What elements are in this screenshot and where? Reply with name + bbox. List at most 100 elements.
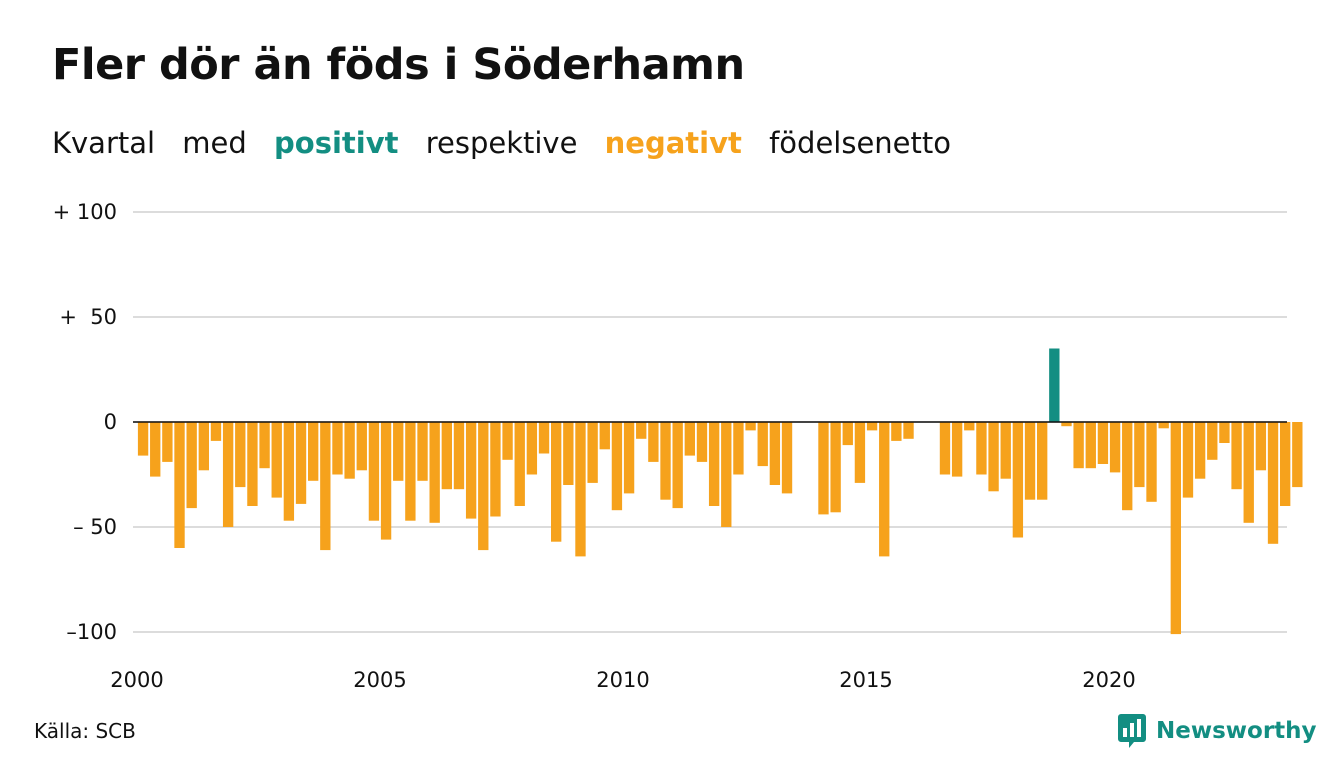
bar bbox=[1267, 422, 1279, 544]
y-tick-label: –100 bbox=[66, 620, 117, 644]
subtitle-negative-label: negativt bbox=[604, 126, 742, 160]
subtitle-positive-label: positivt bbox=[274, 126, 399, 160]
bar bbox=[648, 422, 659, 462]
bar bbox=[174, 422, 185, 548]
bar bbox=[1280, 422, 1291, 506]
bar bbox=[405, 422, 416, 521]
bar bbox=[344, 422, 355, 479]
bar bbox=[490, 422, 501, 517]
bar bbox=[781, 422, 793, 494]
bar bbox=[1097, 422, 1109, 464]
y-tick-label: – 50 bbox=[73, 515, 117, 539]
bar bbox=[210, 422, 222, 441]
bar bbox=[939, 422, 951, 475]
bar bbox=[1012, 422, 1024, 538]
x-tick-label: 2015 bbox=[839, 668, 892, 692]
bar bbox=[150, 422, 161, 477]
bar bbox=[976, 422, 987, 475]
x-tick-label: 2020 bbox=[1082, 668, 1135, 692]
bar bbox=[660, 422, 671, 500]
subtitle-word-fodelsenetto: födelsenetto bbox=[769, 126, 951, 160]
bar bbox=[502, 422, 513, 460]
bar bbox=[818, 422, 829, 515]
bar bbox=[429, 422, 440, 523]
bar bbox=[1061, 422, 1072, 427]
y-tick-label: + 100 bbox=[53, 200, 117, 224]
bar bbox=[733, 422, 744, 475]
bar bbox=[1170, 422, 1181, 635]
bar bbox=[1158, 422, 1169, 429]
bar bbox=[708, 422, 720, 506]
chart-title: Fler dör än föds i Söderhamn bbox=[52, 40, 745, 90]
bar bbox=[988, 422, 999, 492]
bar bbox=[186, 422, 197, 509]
bar bbox=[721, 422, 732, 527]
bar bbox=[1243, 422, 1254, 523]
y-tick-label: 0 bbox=[104, 410, 117, 434]
bar bbox=[636, 422, 647, 439]
bar bbox=[1182, 422, 1194, 498]
bar bbox=[1024, 422, 1036, 500]
bar bbox=[1000, 422, 1011, 479]
bar bbox=[575, 422, 586, 557]
bar bbox=[1134, 422, 1145, 488]
bar bbox=[964, 422, 975, 431]
bar bbox=[162, 422, 173, 462]
bar bbox=[465, 422, 477, 519]
bar bbox=[866, 422, 878, 431]
bar bbox=[1219, 422, 1230, 443]
bar bbox=[356, 422, 367, 471]
bar bbox=[453, 422, 465, 490]
subtitle-word-med: med bbox=[182, 126, 247, 160]
bar bbox=[1207, 422, 1218, 460]
bar bbox=[879, 422, 890, 557]
y-tick-label: + 50 bbox=[59, 305, 117, 329]
bar bbox=[830, 422, 841, 513]
bar bbox=[1146, 422, 1157, 502]
bar bbox=[587, 422, 598, 483]
bar bbox=[271, 422, 282, 498]
bar bbox=[672, 422, 683, 509]
bar bbox=[551, 422, 562, 542]
bar bbox=[1231, 422, 1242, 490]
bar bbox=[417, 422, 428, 481]
x-tick-label: 2000 bbox=[110, 668, 163, 692]
bar bbox=[951, 422, 963, 477]
y-axis-labels: + 100 + 50 0 – 50 –100 bbox=[53, 200, 117, 644]
bar bbox=[368, 422, 380, 521]
bar bbox=[198, 422, 209, 471]
bar bbox=[283, 422, 295, 521]
bar bbox=[1109, 422, 1121, 473]
bar bbox=[1194, 422, 1206, 479]
x-axis-labels: 2000 2005 2010 2015 2020 bbox=[110, 668, 1135, 692]
bar bbox=[757, 422, 768, 467]
bar bbox=[1255, 422, 1267, 471]
bar bbox=[599, 422, 610, 450]
bar bbox=[769, 422, 781, 485]
bar bbox=[1049, 348, 1060, 422]
chart-subtitle: Kvartal med positivt respektive negativt… bbox=[52, 126, 969, 160]
bar bbox=[380, 422, 392, 540]
bar bbox=[332, 422, 343, 475]
bar bbox=[1085, 422, 1096, 469]
bar bbox=[891, 422, 902, 441]
subtitle-word-kvartal: Kvartal bbox=[52, 126, 156, 160]
source-note: Källa: SCB bbox=[34, 719, 136, 743]
bar-chart-icon bbox=[1118, 714, 1146, 748]
subtitle-word-respektive: respektive bbox=[425, 126, 578, 160]
bar bbox=[745, 422, 756, 431]
bar bbox=[308, 422, 319, 481]
bar bbox=[441, 422, 452, 490]
bar bbox=[526, 422, 538, 475]
bar bbox=[222, 422, 234, 527]
bar bbox=[259, 422, 270, 469]
bar bbox=[903, 422, 914, 439]
bar bbox=[478, 422, 489, 551]
bar bbox=[696, 422, 708, 462]
bar bbox=[1122, 422, 1133, 511]
x-tick-label: 2010 bbox=[596, 668, 649, 692]
bar bbox=[854, 422, 866, 483]
bar bbox=[538, 422, 550, 454]
bar bbox=[320, 422, 331, 551]
